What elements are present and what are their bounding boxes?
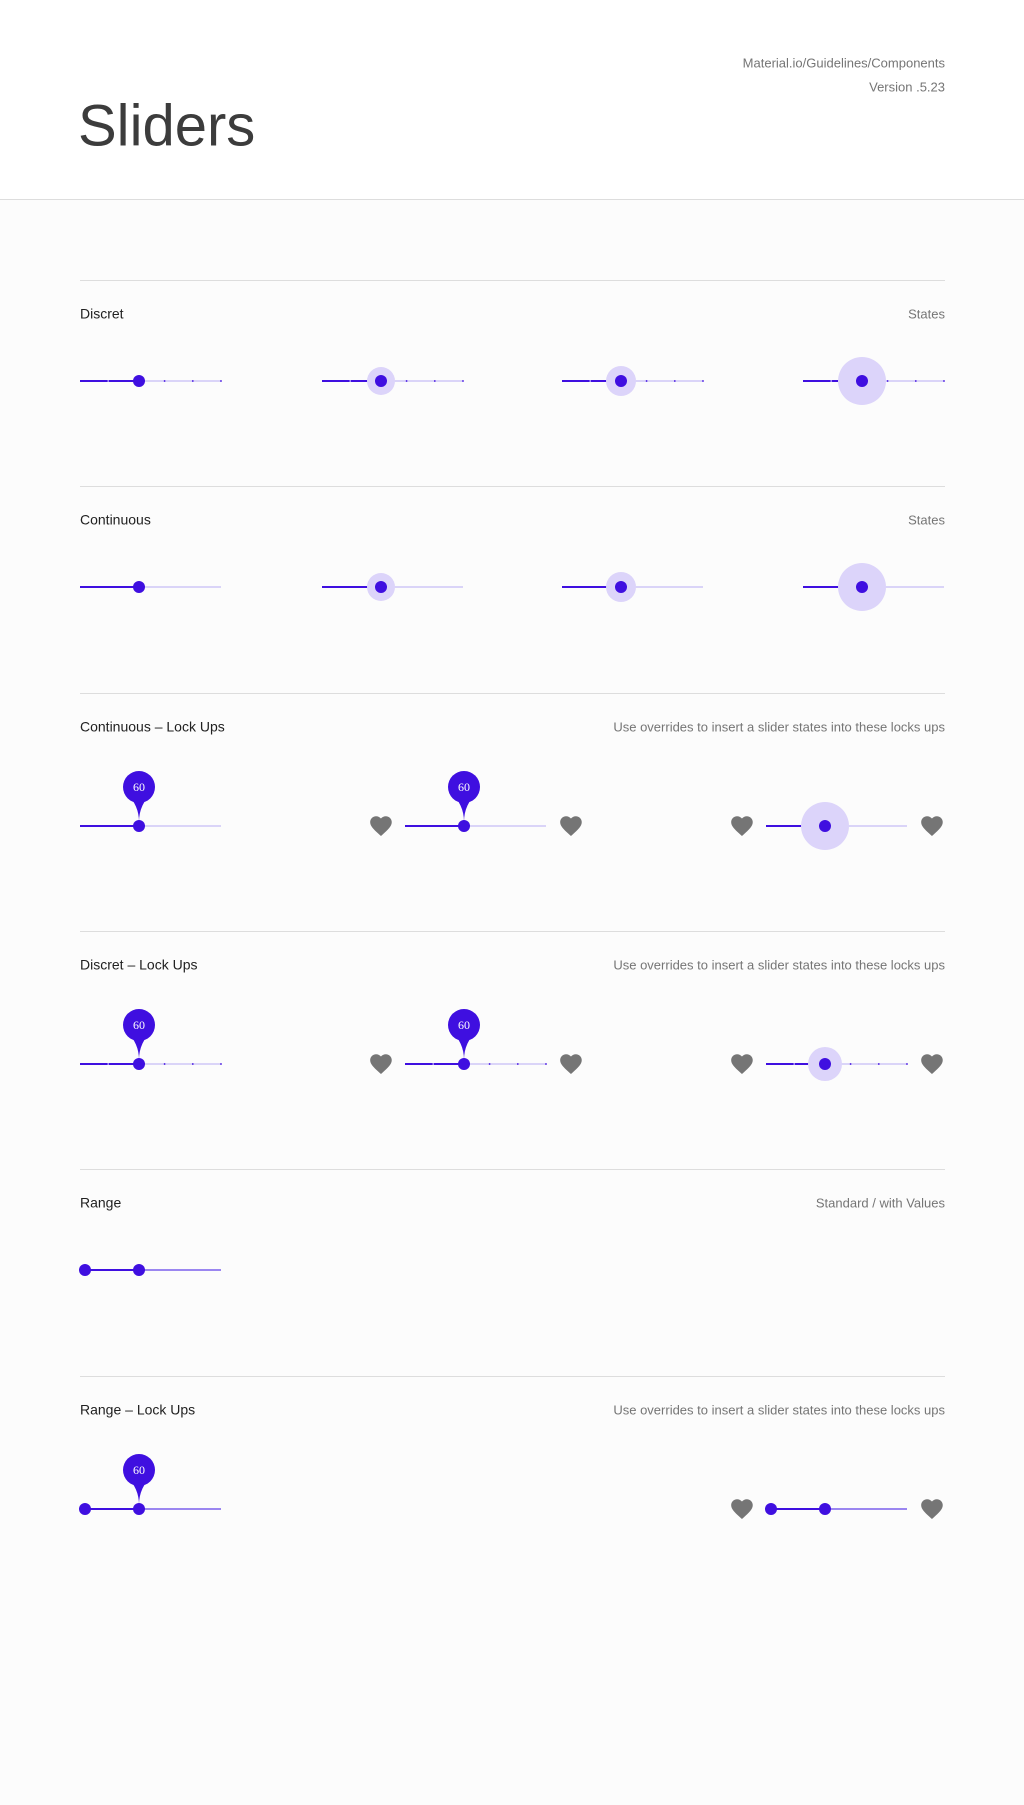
thumb [458, 820, 470, 832]
section-title: Continuous [80, 512, 151, 528]
value-label: 60 [458, 1018, 470, 1032]
thumb-start [79, 1264, 91, 1276]
value-tooltip [448, 1009, 480, 1041]
heart-icon [921, 1054, 943, 1075]
heart-icon [921, 1499, 943, 1520]
tick-dot [545, 1063, 547, 1065]
section-note: Use overrides to insert a slider states … [613, 957, 945, 972]
section-title: Discret [80, 306, 124, 322]
thumb [133, 375, 145, 387]
tick-dot [405, 380, 408, 382]
thumb [458, 1058, 470, 1070]
source: Material.io/Guidelines/Components [743, 55, 946, 70]
thumb [133, 820, 145, 832]
value-tooltip [448, 771, 480, 803]
tick-dot [191, 1063, 194, 1065]
value-tooltip [123, 1454, 155, 1486]
heart-icon [370, 816, 392, 837]
thumb [375, 581, 387, 593]
thumb [133, 1503, 145, 1515]
section-note: Use overrides to insert a slider states … [613, 719, 945, 734]
tick-dot [849, 1063, 852, 1065]
value-label: 60 [133, 1463, 145, 1477]
tick-dot [877, 1063, 880, 1065]
value-label: 60 [458, 780, 470, 794]
tick-dot [830, 380, 833, 382]
thumb [819, 1058, 831, 1070]
section-note: States [908, 512, 945, 527]
heart-icon [731, 1054, 753, 1075]
section-title: Discret – Lock Ups [80, 957, 197, 973]
thumb [819, 820, 831, 832]
tick-dot [645, 380, 648, 382]
tick-dot [702, 380, 704, 382]
page-title: Sliders [78, 93, 255, 158]
thumb [615, 581, 627, 593]
tick-dot [516, 1063, 519, 1065]
thumb [615, 375, 627, 387]
tick-dot [488, 1063, 491, 1065]
tick-dot [673, 380, 676, 382]
heart-icon [370, 1054, 392, 1075]
section-title: Continuous – Lock Ups [80, 719, 225, 735]
value-label: 60 [133, 780, 145, 794]
thumb [856, 375, 868, 387]
tick-dot [107, 1063, 110, 1065]
tick-dot [163, 380, 166, 382]
version: Version .5.23 [869, 79, 945, 94]
heart-icon [560, 1054, 582, 1075]
tick-dot [906, 1063, 908, 1065]
tick-dot [943, 380, 945, 382]
thumb [856, 581, 868, 593]
tick-dot [432, 1063, 435, 1065]
tick-dot [793, 1063, 796, 1065]
tick-dot [220, 1063, 222, 1065]
heart-icon [731, 1499, 753, 1520]
section-note: States [908, 306, 945, 321]
value-tooltip [123, 1009, 155, 1041]
tick-dot [163, 1063, 166, 1065]
section-title: Range – Lock Ups [80, 1402, 195, 1418]
heart-icon [731, 816, 753, 837]
thumb-start [765, 1503, 777, 1515]
tick-dot [462, 380, 464, 382]
tick-dot [589, 380, 592, 382]
heart-icon [921, 816, 943, 837]
section-note: Use overrides to insert a slider states … [613, 1402, 945, 1417]
value-label: 60 [133, 1018, 145, 1032]
thumb [133, 1264, 145, 1276]
tick-dot [886, 380, 889, 382]
header-bg [0, 0, 1024, 199]
thumb-start [79, 1503, 91, 1515]
heart-icon [560, 816, 582, 837]
section-title: Range [80, 1195, 121, 1211]
thumb [133, 1058, 145, 1070]
value-tooltip [123, 771, 155, 803]
tick-dot [349, 380, 352, 382]
thumb [133, 581, 145, 593]
tick-dot [107, 380, 110, 382]
section-note: Standard / with Values [816, 1195, 946, 1210]
tick-dot [191, 380, 194, 382]
thumb [819, 1503, 831, 1515]
thumb [375, 375, 387, 387]
tick-dot [220, 380, 222, 382]
tick-dot [914, 380, 917, 382]
tick-dot [433, 380, 436, 382]
